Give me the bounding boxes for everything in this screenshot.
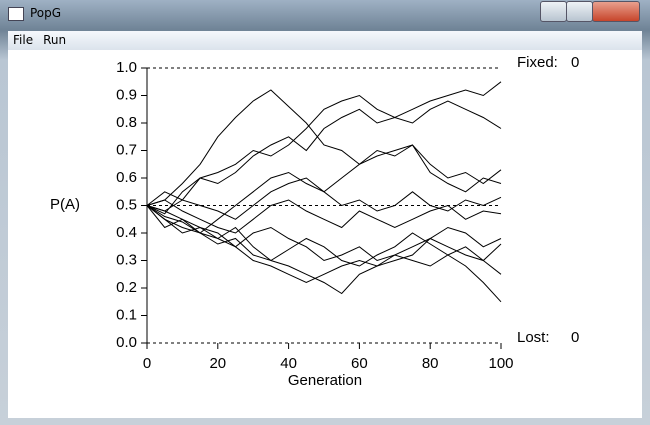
y-tick-label: 0.7 (116, 141, 137, 158)
title-bar: PopG (0, 0, 650, 30)
y-tick-label: 0.6 (116, 169, 137, 186)
y-tick-label: 0.8 (116, 114, 137, 131)
series-line (146, 205, 502, 262)
x-tick-label: 40 (280, 355, 297, 372)
x-axis-label: Generation (288, 372, 362, 389)
series-line (146, 199, 502, 234)
maximize-button[interactable] (566, 1, 593, 22)
plot-area: P(A) Generation 0.0 0.1 0.2 0.3 0.4 0.5 0.6 0.7… (8, 50, 642, 418)
y-tick-label: 0.3 (116, 251, 137, 268)
series-line (146, 100, 502, 206)
series-line (146, 81, 502, 215)
y-tick-label: 0.5 (116, 196, 137, 213)
y-tick-label: 1.0 (116, 59, 137, 76)
series-line (146, 205, 502, 295)
close-button[interactable] (592, 1, 640, 22)
annotation-label: Lost: (517, 329, 550, 346)
series-line (146, 205, 502, 284)
y-axis-label: P(A) (50, 196, 80, 213)
series-line (146, 177, 502, 220)
annotation-value: 0 (571, 329, 579, 346)
window-title: PopG (30, 6, 62, 20)
menu-item[interactable]: Run (43, 33, 67, 47)
y-tick-label: 0.9 (116, 86, 137, 103)
y-tick-label: 0.0 (116, 334, 137, 351)
x-tick-label: 20 (209, 355, 226, 372)
y-tick-label: 0.2 (116, 279, 137, 296)
y-tick-label: 0.1 (116, 306, 137, 323)
annotation-value: 0 (571, 54, 579, 71)
x-tick-label: 60 (351, 355, 368, 372)
menu-item[interactable]: File (13, 33, 34, 47)
app-icon (8, 7, 24, 21)
series-line (146, 205, 502, 303)
menu-bar: File Run (8, 31, 642, 50)
y-tick-label: 0.4 (116, 224, 137, 241)
chart: P(A) Generation 0.0 0.1 0.2 0.3 0.4 0.5 0.6 0.7… (50, 54, 579, 389)
x-tick-label: 80 (422, 355, 439, 372)
series-line (146, 89, 502, 206)
x-tick-label: 0 (143, 355, 151, 372)
annotation-label: Fixed: (517, 54, 558, 71)
minimize-button[interactable] (540, 1, 567, 22)
x-tick-label: 100 (488, 355, 513, 372)
